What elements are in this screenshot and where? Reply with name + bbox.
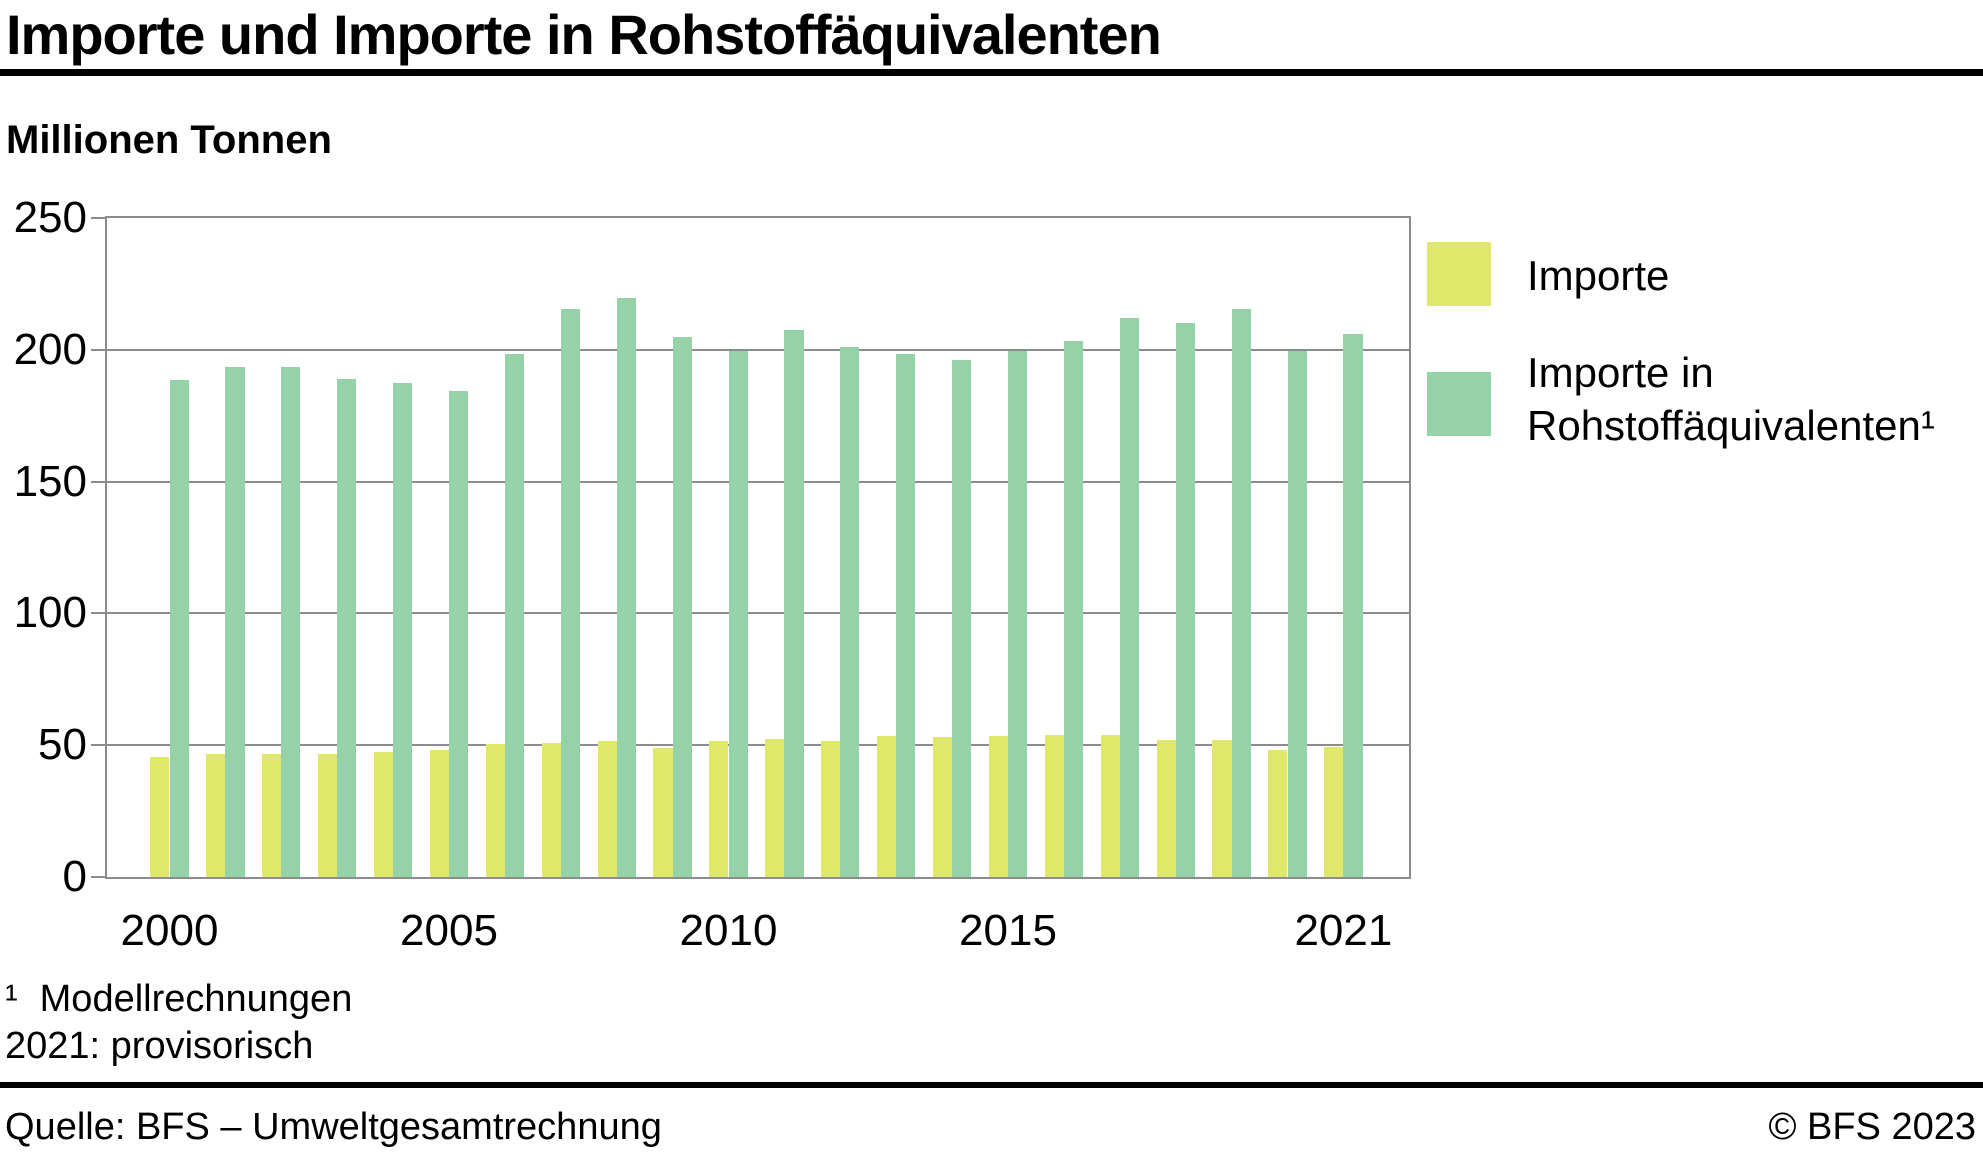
bar-rme-2003: [337, 378, 357, 877]
footnote-provisorisch: 2021: provisorisch: [5, 1025, 314, 1067]
bar-importe-2002: [262, 754, 282, 877]
bar-rme-2008: [616, 298, 636, 877]
bar-rme-2002: [281, 366, 301, 877]
bar-importe-2003: [318, 754, 338, 877]
y-tick-label-200: 200: [13, 324, 87, 374]
y-tick-label-0: 0: [62, 852, 87, 901]
bar-rme-2009: [672, 336, 692, 877]
legend-swatch-importe: [1427, 242, 1491, 306]
bar-importe-2016: [1044, 734, 1064, 877]
y-tick-label-250: 250: [13, 193, 87, 242]
bar-importe-2007: [541, 742, 561, 877]
legend-label-importe: Importe: [1527, 252, 1670, 299]
x-tick-label-2000: 2000: [120, 906, 219, 955]
bar-rme-2016: [1063, 340, 1084, 877]
y-tick-label-150: 150: [13, 456, 87, 506]
x-tick-label-2021: 2021: [1294, 906, 1393, 955]
gridline-50: [107, 744, 1409, 747]
bar-rme-2013: [896, 353, 916, 877]
bar-importe-2018: [1156, 739, 1176, 877]
bar-rme-2020: [1287, 351, 1307, 877]
bar-rme-2007: [560, 308, 580, 877]
bar-importe-2000: [150, 757, 170, 877]
bar-rme-2019: [1231, 308, 1251, 877]
bar-importe-2008: [597, 741, 617, 877]
bar-rme-2010: [728, 351, 748, 877]
legend-label-rohstoffaequivalente: Importe in Rohstoffäquivalenten¹: [1527, 349, 1935, 449]
footnotes: ¹ Modellrechnungen 2021: provisorisch: [5, 976, 352, 1070]
bar-rme-2014: [952, 360, 972, 877]
bar-importe-2021: [1324, 746, 1344, 877]
y-tick-150: [91, 480, 105, 483]
bar-rme-2005: [449, 390, 469, 877]
bar-importe-2006: [485, 743, 505, 877]
bar-rme-2021: [1343, 333, 1363, 877]
x-tick-label-2005: 2005: [400, 906, 498, 955]
bar-importe-2017: [1100, 734, 1120, 877]
bar-importe-2005: [429, 750, 449, 877]
bar-rme-2012: [840, 347, 860, 877]
top-divider: [0, 69, 1983, 76]
bar-importe-2009: [653, 747, 673, 877]
y-tick-50: [91, 744, 105, 747]
bar-rme-2018: [1175, 323, 1195, 877]
y-tick-label-100: 100: [13, 588, 87, 638]
gridline-200: [107, 348, 1409, 351]
bar-rme-2000: [169, 380, 189, 877]
bar-importe-2015: [988, 735, 1008, 877]
copyright-text: © BFS 2023: [1768, 1106, 1976, 1148]
bar-rme-2011: [784, 330, 804, 877]
y-tick-100: [91, 612, 105, 615]
plot-area: 0 50 100 150 200 250 2000 2005 2010 2015 2021: [14, 194, 1411, 955]
bar-importe-2012: [821, 741, 841, 877]
bottom-divider: [0, 1082, 1983, 1088]
bar-rme-2015: [1008, 351, 1028, 877]
bar-importe-2010: [709, 741, 729, 877]
bar-importe-2019: [1212, 739, 1232, 877]
bar-importe-2014: [932, 737, 953, 877]
x-tick-label-2015: 2015: [959, 906, 1057, 955]
footnote-modellrechnungen: ¹ Modellrechnungen: [5, 976, 352, 1023]
footnote-marker: ¹: [5, 978, 18, 1020]
x-tick-label-2010: 2010: [679, 906, 778, 955]
bar-rme-2004: [393, 382, 413, 877]
bar-importe-2011: [765, 738, 785, 877]
source-text: Quelle: BFS – Umweltgesamtrechnung: [5, 1106, 662, 1148]
bar-rme-2006: [504, 353, 525, 877]
legend-swatch-rohstoffaequivalente: [1427, 372, 1491, 436]
y-tick-250: [91, 217, 105, 219]
bar-importe-2001: [206, 754, 226, 877]
bar-importe-2004: [373, 751, 394, 877]
unit-label: Millionen Tonnen: [6, 118, 332, 162]
gridline-150: [107, 480, 1409, 483]
y-tick-label-50: 50: [38, 720, 87, 770]
bar-importe-2020: [1268, 750, 1288, 877]
gridline-100: [107, 612, 1409, 615]
y-tick-200: [91, 348, 105, 351]
bar-rme-2017: [1119, 318, 1139, 877]
bar-rme-2001: [225, 366, 245, 877]
bar-importe-2013: [877, 735, 897, 877]
page-title: Importe und Importe in Rohstoffäquivalen…: [6, 3, 1162, 66]
y-tick-0: [91, 876, 105, 878]
footnote-text: Modellrechnungen: [39, 978, 353, 1020]
